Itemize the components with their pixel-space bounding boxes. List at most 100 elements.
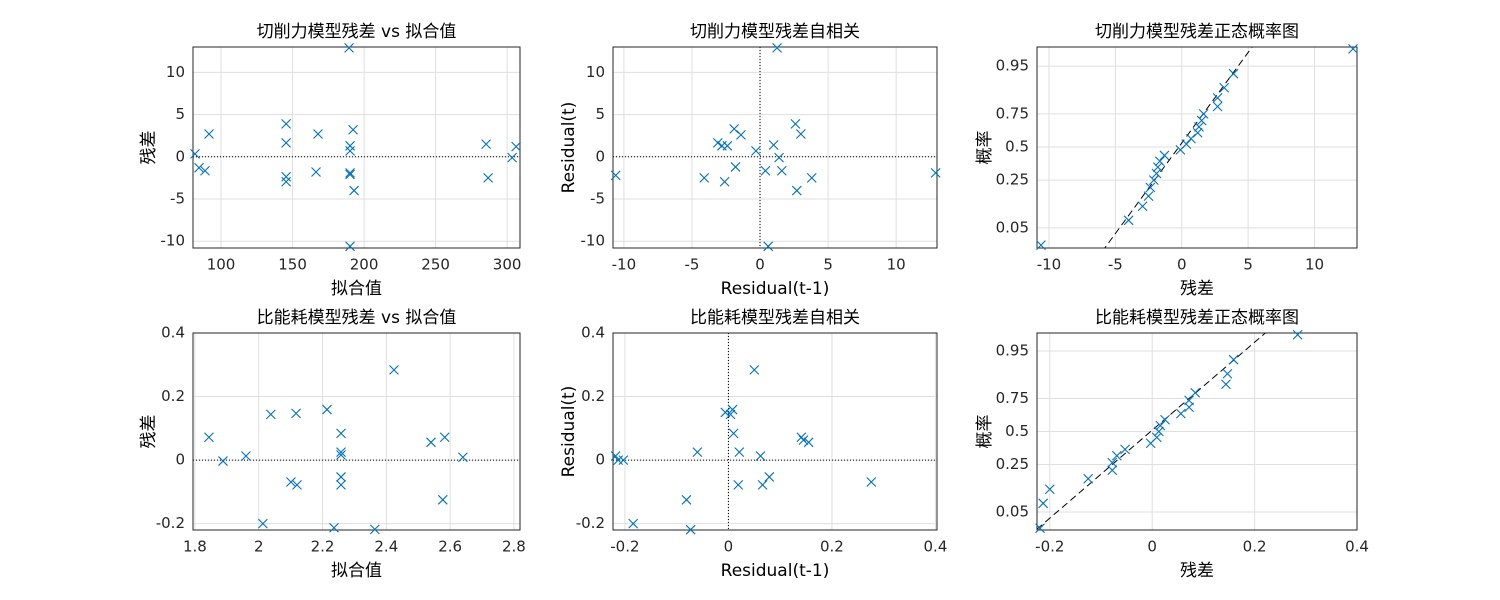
y-axis-label: 残差 [139,415,159,449]
y-tick-label: 0.4 [581,324,605,342]
marker [481,139,491,150]
y-tick-label: 0 [175,451,185,469]
marker [1190,387,1201,398]
y-axis-label: Residual(t) [559,102,579,194]
marker [257,518,268,529]
marker [437,494,448,505]
axes-box [612,332,938,531]
marker [345,169,355,180]
y-tick-label: 0.2 [581,387,605,405]
marker [736,129,746,140]
y-tick-label: 0 [175,147,185,165]
subplot-title: 切削力模型残差 vs 拟合值 [257,22,457,42]
marker [1083,473,1094,484]
marker [720,407,731,418]
plot-area [193,47,520,248]
x-tick-label: 100 [207,256,236,274]
y-axis-label: Residual(t) [559,386,579,478]
marker [1222,368,1233,379]
marker [1212,101,1223,112]
x-tick-label: 150 [278,256,307,274]
marker [204,129,214,139]
marker [265,409,276,420]
marker [729,124,740,134]
marker [685,524,696,535]
marker [281,176,292,187]
marker [1159,150,1170,161]
marker [204,432,214,443]
marker [336,450,346,460]
marker [1184,395,1194,406]
marker [1155,420,1166,431]
marker [1175,408,1186,419]
marker [712,137,723,148]
marker [749,364,760,375]
marker [369,524,380,535]
x-tick-label: -5 [1108,256,1123,274]
subplot-title: 比能耗模型残差 vs 拟合值 [257,308,457,328]
marker [200,165,210,176]
marker [194,162,204,173]
marker [291,408,301,419]
marker [281,137,292,148]
marker [218,456,228,466]
y-tick-label: -5 [170,190,185,208]
x-tick-label: 0.4 [924,538,948,556]
y-tick-label: -10 [161,232,186,250]
marker [798,435,809,445]
y-tick-label: 10 [166,63,185,81]
y-axis-label: 残差 [139,131,159,165]
marker [1152,162,1163,173]
x-tick-label: 2.4 [374,538,398,556]
y-tick-label: -10 [581,232,606,250]
x-tick-label: 300 [493,256,522,274]
marker [1228,68,1239,79]
marker [336,447,346,458]
marker [1035,523,1045,534]
marker [1194,121,1204,132]
subplot: -10 -5 0 5 10 -10 -5 0 5 10 切削力模型残差自相关 Residual(t-1… [559,22,941,299]
marker [806,173,817,183]
y-tick-label: 5 [175,105,185,123]
marker [281,171,292,182]
x-tick-label: 2 [254,538,264,556]
x-tick-label: -10 [612,256,637,274]
marker [1036,240,1046,251]
y-tick-label: 0.5 [1005,138,1029,156]
subplot-title: 比能耗模型残差自相关 [690,308,860,328]
marker [776,165,787,176]
plot-area [613,333,937,530]
marker [751,145,761,156]
x-axis-label: Residual(t-1) [721,561,830,581]
x-tick-label: 0 [755,256,765,274]
marker [764,472,775,482]
marker [1143,191,1154,201]
marker [1348,43,1358,54]
marker [699,173,710,183]
x-tick-label: 0 [1177,256,1187,274]
subplot: -10 -5 0 5 10 0.05 0.25 0.5 0.75 0.95 切削力模型残差正态概率图… [975,22,1358,299]
marker [757,479,768,490]
marker [725,409,736,420]
marker [790,118,801,129]
marker [791,185,802,196]
marker [768,140,779,150]
marker [763,241,774,252]
marker [329,522,339,533]
y-tick-label: 0.2 [161,387,185,405]
axes-box [192,46,521,249]
marker [1219,82,1230,93]
marker [1153,426,1164,437]
marker [1145,182,1156,193]
marker [345,241,355,252]
marker [760,165,771,176]
marker [681,494,692,505]
subplot-title: 比能耗模型残差正态概率图 [1095,308,1299,328]
subplot: -0.2 0 0.2 0.4 0.05 0.25 0.5 0.75 0.95 比能耗模型残差正态概… [975,308,1369,581]
marker [1038,498,1049,509]
x-axis-label: 拟合值 [331,279,382,299]
subplot: 1.8 2 2.2 2.4 2.6 2.8 -0.2 0 0.2 0.4 比能耗模型残差 vs 拟合… [139,308,526,581]
marker [733,479,744,490]
x-tick-label: 0 [1147,538,1157,556]
marker [1137,201,1148,212]
